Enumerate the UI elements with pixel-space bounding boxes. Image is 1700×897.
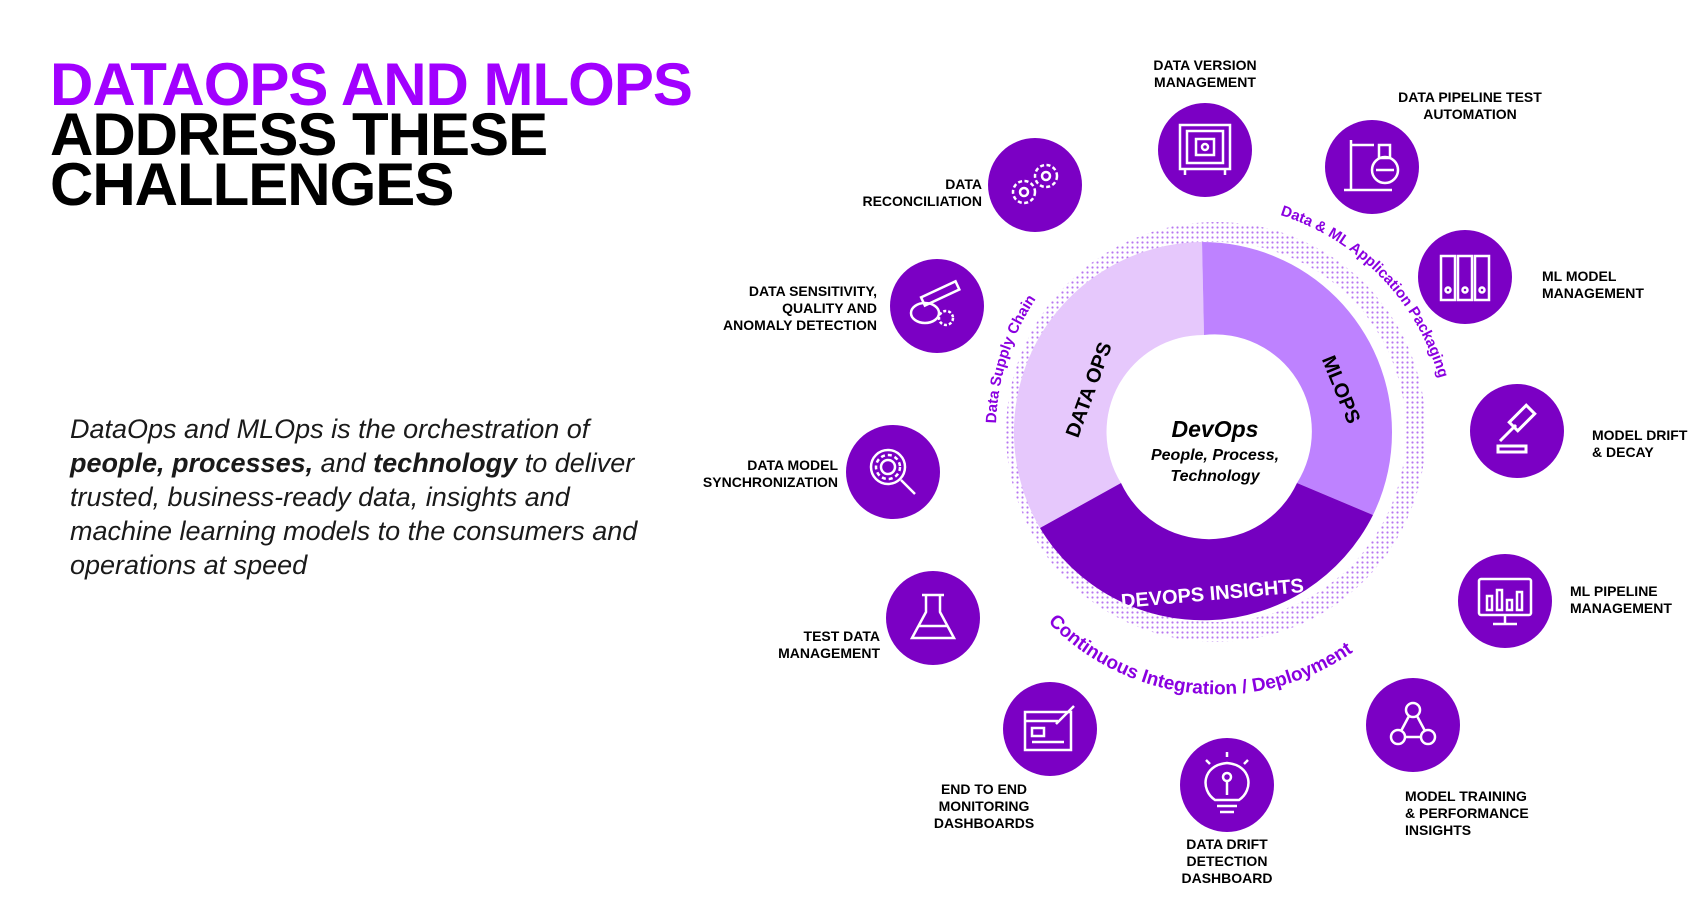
label-data-reconciliation-line-1: DATA (945, 176, 982, 192)
label-model-drift-line-1: MODEL DRIFT (1592, 427, 1688, 443)
node-data-reconciliation[interactable] (988, 138, 1082, 232)
node-data-sensitivity[interactable] (890, 259, 984, 353)
label-data-sensitivity-line-2: QUALITY AND (782, 300, 877, 316)
dashboard-edit-icon (1023, 705, 1075, 752)
label-end-to-end: END TO END MONITORING DASHBOARDS (914, 781, 1054, 832)
label-test-data-line-1: TEST DATA (803, 628, 880, 644)
node-ml-model[interactable] (1418, 230, 1512, 324)
label-model-training: MODEL TRAINING & PERFORMANCE INSIGHTS (1405, 788, 1529, 839)
flask-icon (909, 593, 957, 640)
label-data-reconciliation: DATA RECONCILIATION (862, 176, 982, 210)
binders-icon (1439, 254, 1491, 302)
segment-devops-insights[interactable] (1040, 483, 1373, 621)
label-end-to-end-line-2: MONITORING (938, 798, 1030, 814)
label-data-version-line-2: MANAGEMENT (1154, 74, 1256, 90)
gavel-icon (1496, 403, 1537, 454)
description-part-2: and (313, 448, 374, 478)
label-pipeline-test-line-1: DATA PIPELINE TEST (1398, 89, 1542, 105)
gear-search-icon (869, 448, 916, 495)
label-data-drift-line-2: DETECTION (1186, 853, 1268, 869)
title-line-2: ADDRESS THESE (50, 101, 548, 168)
gears-icon (1011, 163, 1059, 205)
node-data-model-sync[interactable] (846, 425, 940, 519)
label-end-to-end-line-1: END TO END (940, 781, 1028, 797)
title-line-1: DATAOPS AND MLOPS (50, 51, 693, 118)
label-model-drift-line-2: & DECAY (1592, 444, 1654, 460)
node-data-version[interactable] (1158, 103, 1252, 197)
label-model-drift: MODEL DRIFT & DECAY (1592, 427, 1687, 461)
label-data-reconciliation-line-2: RECONCILIATION (862, 193, 982, 209)
label-model-training-line-1: MODEL TRAINING (1405, 788, 1527, 804)
page-title: DATAOPS AND MLOPS ADDRESS THESE CHALLENG… (50, 51, 693, 218)
label-data-model-sync-line-2: SYNCHRONIZATION (702, 474, 838, 490)
label-data-model-sync: DATA MODEL SYNCHRONIZATION (703, 457, 838, 491)
node-ml-pipeline[interactable] (1458, 554, 1552, 648)
label-data-sensitivity: DATA SENSITIVITY, QUALITY AND ANOMALY DE… (723, 283, 877, 334)
label-end-to-end-line-3: DASHBOARDS (933, 815, 1035, 831)
label-ml-model: ML MODEL MANAGEMENT (1542, 268, 1644, 302)
label-model-training-line-2: & PERFORMANCE (1405, 805, 1529, 821)
label-ml-pipeline-line-2: MANAGEMENT (1570, 600, 1672, 616)
center-line-2: Technology (1170, 468, 1260, 485)
label-data-version: DATA VERSION MANAGEMENT (1140, 57, 1270, 91)
node-end-to-end[interactable] (1003, 682, 1097, 776)
node-data-drift[interactable] (1180, 738, 1274, 832)
label-data-drift-line-3: DASHBOARD (1181, 870, 1273, 886)
label-data-version-line-1: DATA VERSION (1153, 57, 1257, 73)
monitor-chart-icon (1477, 577, 1533, 626)
label-test-data: TEST DATA MANAGEMENT (778, 628, 880, 662)
test-tubes-gear-icon (909, 279, 961, 327)
label-test-data-line-2: MANAGEMENT (778, 645, 880, 661)
label-data-model-sync-line-1: DATA MODEL (747, 457, 838, 473)
label-data-sensitivity-line-1: DATA SENSITIVITY, (748, 283, 877, 299)
label-ml-pipeline-line-1: ML PIPELINE (1570, 583, 1658, 599)
safe-icon (1178, 123, 1232, 175)
description-bold-1: people, processes, (70, 448, 314, 478)
label-pipeline-test: DATA PIPELINE TEST AUTOMATION (1385, 89, 1555, 123)
center-circle (1115, 337, 1307, 529)
description: DataOps and MLOps is the orchestration o… (70, 412, 670, 582)
description-part-3: to deliver trusted, business-ready data,… (70, 448, 638, 580)
label-ml-model-line-2: MANAGEMENT (1542, 285, 1644, 301)
label-model-training-line-3: INSIGHTS (1405, 822, 1472, 838)
label-ml-pipeline: ML PIPELINE MANAGEMENT (1570, 583, 1672, 617)
label-ml-model-line-1: ML MODEL (1542, 268, 1617, 284)
label-pipeline-test-line-2: AUTOMATION (1423, 106, 1517, 122)
lab-stand-icon (1344, 140, 1400, 192)
segment-mlops[interactable] (1202, 242, 1393, 515)
description-part-1: DataOps and MLOps is the orchestration o… (70, 414, 590, 444)
network-people-icon (1389, 701, 1437, 746)
node-model-training[interactable] (1366, 678, 1460, 772)
label-data-drift-line-1: DATA DRIFT (1186, 836, 1268, 852)
label-data-drift: DATA DRIFT DETECTION DASHBOARD (1162, 836, 1292, 887)
lightbulb-person-icon (1204, 752, 1250, 814)
center-title: DevOps (1172, 416, 1259, 442)
label-data-sensitivity-line-3: ANOMALY DETECTION (722, 317, 877, 333)
title-line-3: CHALLENGES (50, 151, 454, 218)
node-model-drift[interactable] (1470, 384, 1564, 478)
center-line-1: People, Process, (1151, 447, 1279, 464)
node-pipeline-test[interactable] (1325, 120, 1419, 214)
segment-dataops[interactable] (1013, 242, 1204, 528)
description-bold-2: technology (373, 448, 518, 478)
node-test-data[interactable] (886, 571, 980, 665)
